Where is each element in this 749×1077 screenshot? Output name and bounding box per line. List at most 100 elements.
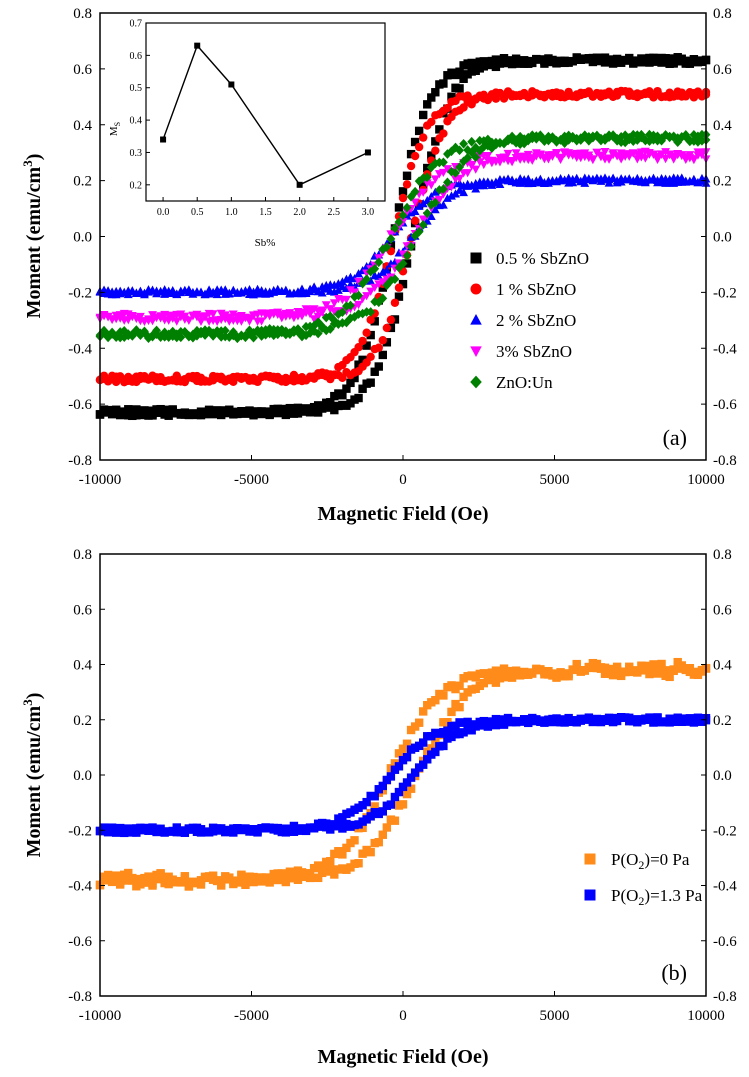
inset-frame <box>145 22 386 202</box>
data-point <box>285 311 295 321</box>
data-point <box>103 873 113 882</box>
data-point <box>438 184 448 194</box>
data-point <box>132 828 141 837</box>
data-point <box>156 404 165 414</box>
data-point <box>269 287 279 296</box>
data-point <box>180 874 190 883</box>
data-point <box>390 816 400 825</box>
data-point <box>374 297 384 308</box>
data-point <box>386 234 396 244</box>
y-tick-label: -0.2 <box>68 823 92 839</box>
panel-b-y-axis-title: Moment (emu/cm3) <box>20 693 45 858</box>
data-point <box>394 292 404 301</box>
data-point <box>156 314 166 323</box>
x-tick-label: 0 <box>399 1008 407 1024</box>
data-point <box>459 692 468 702</box>
series-2 <box>95 173 711 299</box>
data-point <box>297 284 307 293</box>
legend-entry-1-sbzno: 1 % SbZnO <box>470 280 576 299</box>
data-point <box>423 755 432 764</box>
data-point <box>685 664 695 673</box>
data-point <box>604 178 614 187</box>
data-point <box>103 828 113 837</box>
data-point <box>366 330 375 340</box>
data-point <box>645 713 654 722</box>
inset-x-tick-label: 1.5 <box>259 207 272 218</box>
data-point <box>273 310 283 320</box>
data-point <box>434 185 444 195</box>
inset-data-point <box>364 149 371 156</box>
data-point <box>116 878 125 887</box>
data-point <box>107 315 117 324</box>
data-point <box>604 155 614 164</box>
data-point <box>184 882 194 891</box>
data-point <box>471 165 481 174</box>
data-point <box>451 168 460 178</box>
data-point <box>487 180 497 189</box>
data-point <box>689 174 699 183</box>
data-point <box>346 300 355 311</box>
inset-y-tick-label: 0.3 <box>130 148 143 159</box>
data-point <box>544 178 553 187</box>
data-point <box>459 74 468 83</box>
y-tick-label-right: -0.8 <box>713 453 737 469</box>
data-point <box>447 92 456 101</box>
data-point <box>463 169 473 178</box>
data-point <box>572 153 582 162</box>
data-point <box>337 277 347 286</box>
inset-x-axis-title: Sb% <box>255 237 276 249</box>
data-point <box>249 311 258 320</box>
data-point <box>220 325 230 336</box>
data-point <box>245 406 254 415</box>
data-point <box>527 156 537 165</box>
data-point <box>439 691 448 700</box>
data-point <box>386 241 396 250</box>
data-point <box>370 263 380 274</box>
data-point <box>414 226 424 237</box>
data-point <box>418 215 428 224</box>
y-tick-label: -0.8 <box>68 989 92 1005</box>
data-point <box>350 836 359 845</box>
data-point <box>410 206 420 215</box>
data-point <box>548 133 557 143</box>
y-tick-label: -0.4 <box>68 879 92 895</box>
data-point <box>560 148 570 157</box>
data-point <box>273 329 283 340</box>
data-point <box>168 314 178 323</box>
panel-b-legend: P(O2)=0 Pa P(O2)=1.3 Pa <box>584 850 703 908</box>
data-point <box>418 220 428 230</box>
data-point <box>535 132 545 142</box>
data-point <box>649 718 658 727</box>
data-point <box>628 136 638 147</box>
data-point <box>479 160 489 170</box>
data-point <box>463 152 473 163</box>
series-1 <box>95 713 711 838</box>
data-point <box>301 869 311 878</box>
y-tick-label-right: -0.2 <box>713 285 737 301</box>
data-point <box>378 781 387 791</box>
inset-y-tick-label: 0.5 <box>130 83 143 94</box>
data-point <box>645 129 654 140</box>
data-point <box>418 199 428 208</box>
data-point <box>645 669 654 679</box>
data-point <box>342 295 351 305</box>
data-point <box>685 151 695 160</box>
y-tick-label-right: -0.6 <box>713 934 737 950</box>
data-point <box>693 137 703 147</box>
y-tick-label-right: -0.6 <box>713 397 737 413</box>
data-point <box>317 308 327 317</box>
y-tick-label-right: 0.6 <box>713 62 732 78</box>
data-point <box>358 336 367 346</box>
data-point <box>624 132 634 143</box>
panel-b-ticks: -0.8 -0.8 -0.6 -0.6 -0.4 -0.4 -0.2 -0.2 0.0 0.0 0.… <box>68 547 737 1024</box>
data-point <box>309 326 319 336</box>
data-point <box>410 137 420 147</box>
inset-series <box>160 42 371 188</box>
data-point <box>402 250 412 261</box>
data-point <box>366 847 375 857</box>
data-point <box>200 313 210 322</box>
data-point <box>115 314 125 323</box>
inset-data-point <box>160 136 167 143</box>
data-point <box>483 722 493 731</box>
